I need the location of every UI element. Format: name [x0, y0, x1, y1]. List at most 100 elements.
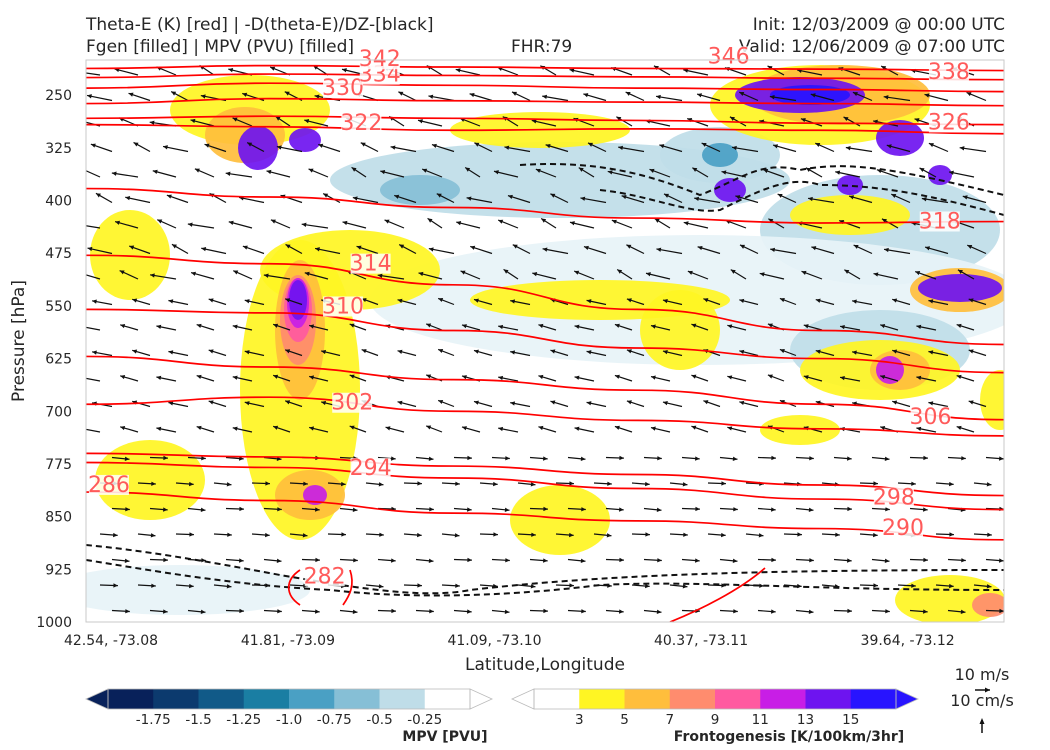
wind-vector-head: [550, 400, 556, 405]
colorbar-swatch: [850, 689, 897, 709]
wind-vector-head: [87, 246, 93, 252]
theta-e-contour-label: 330: [322, 76, 364, 101]
wind-vector-head: [659, 144, 665, 149]
wind-vector-head: [928, 143, 934, 148]
wind-vector-head: [574, 270, 580, 275]
wind-vector: [86, 225, 101, 229]
wind-vector-head: [759, 583, 764, 588]
wind-vector-head: [771, 557, 776, 563]
wind-vector-head: [986, 482, 992, 487]
wind-vector-head: [466, 196, 472, 201]
wind-vector-head: [505, 558, 510, 563]
dthetae-dz-contours: [86, 163, 1004, 597]
wind-vector-head: [619, 507, 624, 512]
wind-vector-head: [149, 120, 155, 125]
theta-e-contour-label: 294: [350, 456, 392, 481]
wind-vector-head: [543, 456, 548, 461]
contour-label-background: [350, 458, 391, 479]
shaded-contour-region: [289, 128, 321, 152]
wind-vector-head: [226, 482, 232, 487]
y-axis-ticks: 250 325 400 475 550 625 700 775 850 925 1000: [36, 88, 72, 631]
wind-vector-head: [474, 142, 480, 147]
wind-vector-head: [377, 273, 383, 278]
y-tick-label: 700: [45, 404, 72, 420]
contour-label-background: [708, 46, 749, 67]
y-tick-label: 250: [45, 88, 72, 104]
wind-vector-head: [956, 425, 962, 431]
wind-vector-head: [811, 246, 817, 251]
wind-vector-head: [470, 245, 476, 250]
wind-vector-head: [498, 219, 504, 224]
wind-vector-head: [465, 167, 471, 172]
wind-vector-head: [735, 195, 741, 200]
wind-ref-vertical-arrowhead: [979, 718, 985, 724]
wind-vector-head: [190, 118, 196, 124]
wind-vector-head: [768, 218, 774, 223]
wind-vector-head: [645, 481, 650, 487]
wind-vector-head: [417, 481, 422, 486]
wind-vector-head: [438, 399, 444, 405]
wind-vector-head: [808, 196, 813, 202]
wind-vector-head: [349, 374, 355, 379]
wind-vector-head: [769, 95, 775, 100]
wind-vector-head: [614, 425, 620, 430]
wind-vector-head: [438, 348, 444, 354]
colorbar-swatch: [153, 689, 199, 709]
wind-vector-head: [266, 169, 272, 175]
valid-time-label: Valid: 12/06/2009 @ 07:00 UTC: [739, 37, 1005, 57]
wind-vector-head: [779, 298, 785, 303]
wind-vector-head: [538, 374, 544, 380]
wind-vector-head: [399, 244, 405, 249]
colorbar-swatch: [579, 689, 625, 709]
plot-field-layer: [74, 64, 1004, 622]
wind-vector-head: [285, 298, 291, 303]
wind-vector-head: [626, 349, 632, 354]
wind-vector-head: [461, 324, 467, 329]
wind-vector-head: [586, 299, 592, 304]
wind-vector-head: [960, 609, 966, 614]
wind-vector-head: [315, 609, 320, 614]
wind-vector-head: [657, 558, 662, 563]
wind-vector-head: [285, 400, 291, 405]
wind-vector-head: [586, 350, 592, 355]
wind-vector-head: [341, 68, 347, 73]
wind-vector-head: [852, 92, 858, 97]
shaded-contour-region: [928, 165, 952, 185]
wind-vector-head: [691, 425, 697, 430]
wind-vector-head: [467, 455, 472, 461]
wind-vector-head: [391, 608, 396, 614]
wind-vector-head: [884, 558, 890, 563]
theta-e-contour: [86, 64, 1004, 72]
wind-vector-head: [849, 195, 854, 200]
wind-vector-head: [128, 92, 134, 97]
wind-vector-head: [588, 142, 594, 147]
wind-vector-head: [276, 145, 282, 150]
wind-vector-head: [847, 506, 852, 512]
wind-vector-head: [74, 222, 79, 226]
wind-vector-head: [422, 168, 428, 173]
wind-vector-head: [538, 425, 544, 431]
wind-vector-head: [417, 583, 422, 588]
wind-vector-head: [911, 583, 916, 588]
wind-vector-head: [607, 170, 613, 175]
colorbar-extend-left: [85, 688, 109, 710]
chart-title-line-1: Theta-E (K) [red] | -D(theta-E)/DZ-[blac…: [86, 15, 434, 35]
wind-vector-head: [225, 171, 231, 176]
wind-vector: [86, 326, 101, 331]
wind-vector-head: [619, 557, 624, 563]
wind-vector-head: [606, 533, 612, 538]
wind-vector-head: [232, 375, 238, 380]
contour-label-background: [323, 296, 364, 317]
colorbar-tick-label: 7: [665, 712, 674, 728]
wind-vector-head: [809, 456, 814, 461]
wind-vector-head: [168, 401, 174, 406]
wind-vector-head: [189, 481, 194, 487]
wind-vector-head: [656, 609, 662, 614]
wind-vector-head: [493, 170, 499, 175]
wind-vector-head: [285, 349, 291, 354]
wind-vector-head: [542, 94, 548, 100]
wind-vector-head: [512, 91, 518, 96]
wind-vector-head: [683, 532, 688, 537]
colorbar-swatch: [805, 689, 852, 709]
